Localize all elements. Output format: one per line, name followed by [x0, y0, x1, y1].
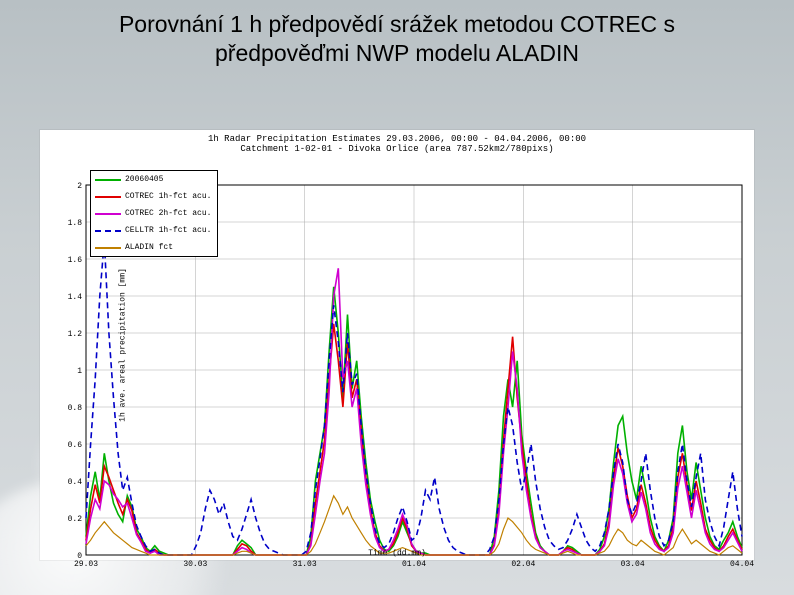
- svg-text:04.04: 04.04: [730, 560, 754, 569]
- legend-label: ALADIN fct: [125, 243, 173, 252]
- y-axis-label: 1h ave. areal precipitation [mm]: [118, 268, 127, 422]
- svg-text:29.03: 29.03: [74, 560, 98, 569]
- legend-item: ALADIN fct: [91, 239, 217, 256]
- svg-text:03.04: 03.04: [621, 560, 645, 569]
- legend-swatch: [95, 196, 121, 198]
- svg-text:1.8: 1.8: [68, 219, 83, 228]
- svg-text:1: 1: [77, 367, 82, 376]
- legend-item: 20060405: [91, 171, 217, 188]
- legend-label: COTREC 1h-fct acu.: [125, 192, 211, 201]
- svg-text:1.6: 1.6: [68, 256, 83, 265]
- legend-swatch: [95, 247, 121, 249]
- svg-text:31.03: 31.03: [293, 560, 317, 569]
- legend-label: COTREC 2h-fct acu.: [125, 209, 211, 218]
- legend-label: CELLTR 1h-fct acu.: [125, 226, 211, 235]
- svg-text:0.6: 0.6: [68, 441, 83, 450]
- legend-item: COTREC 1h-fct acu.: [91, 188, 217, 205]
- svg-text:0.4: 0.4: [68, 478, 83, 487]
- chart-title-line1: 1h Radar Precipitation Estimates 29.03.2…: [40, 134, 754, 144]
- x-axis-label: Time (dd.mm): [368, 549, 426, 558]
- legend-swatch: [95, 213, 121, 215]
- svg-text:30.03: 30.03: [183, 560, 207, 569]
- svg-text:0.2: 0.2: [68, 515, 83, 524]
- svg-text:0.8: 0.8: [68, 404, 83, 413]
- svg-text:1.4: 1.4: [68, 293, 83, 302]
- legend-swatch: [95, 179, 121, 181]
- legend-item: COTREC 2h-fct acu.: [91, 205, 217, 222]
- chart-title: 1h Radar Precipitation Estimates 29.03.2…: [40, 130, 754, 155]
- slide-title-line1: Porovnání 1 h předpovědí srážek metodou …: [0, 10, 794, 39]
- svg-text:01.04: 01.04: [402, 560, 426, 569]
- slide-title: Porovnání 1 h předpovědí srážek metodou …: [0, 0, 794, 68]
- legend-swatch: [95, 230, 121, 232]
- slide-title-line2: předpověďmi NWP modelu ALADIN: [0, 39, 794, 68]
- chart-container: 1h Radar Precipitation Estimates 29.03.2…: [40, 130, 754, 560]
- chart-legend: 20060405 COTREC 1h-fct acu. COTREC 2h-fct …: [90, 170, 218, 257]
- svg-text:2: 2: [77, 182, 82, 191]
- legend-item: CELLTR 1h-fct acu.: [91, 222, 217, 239]
- legend-label: 20060405: [125, 175, 163, 184]
- svg-text:1.2: 1.2: [68, 330, 83, 339]
- svg-text:02.04: 02.04: [511, 560, 535, 569]
- chart-title-line2: Catchment 1-02-01 - Divoka Orlice (area …: [40, 144, 754, 154]
